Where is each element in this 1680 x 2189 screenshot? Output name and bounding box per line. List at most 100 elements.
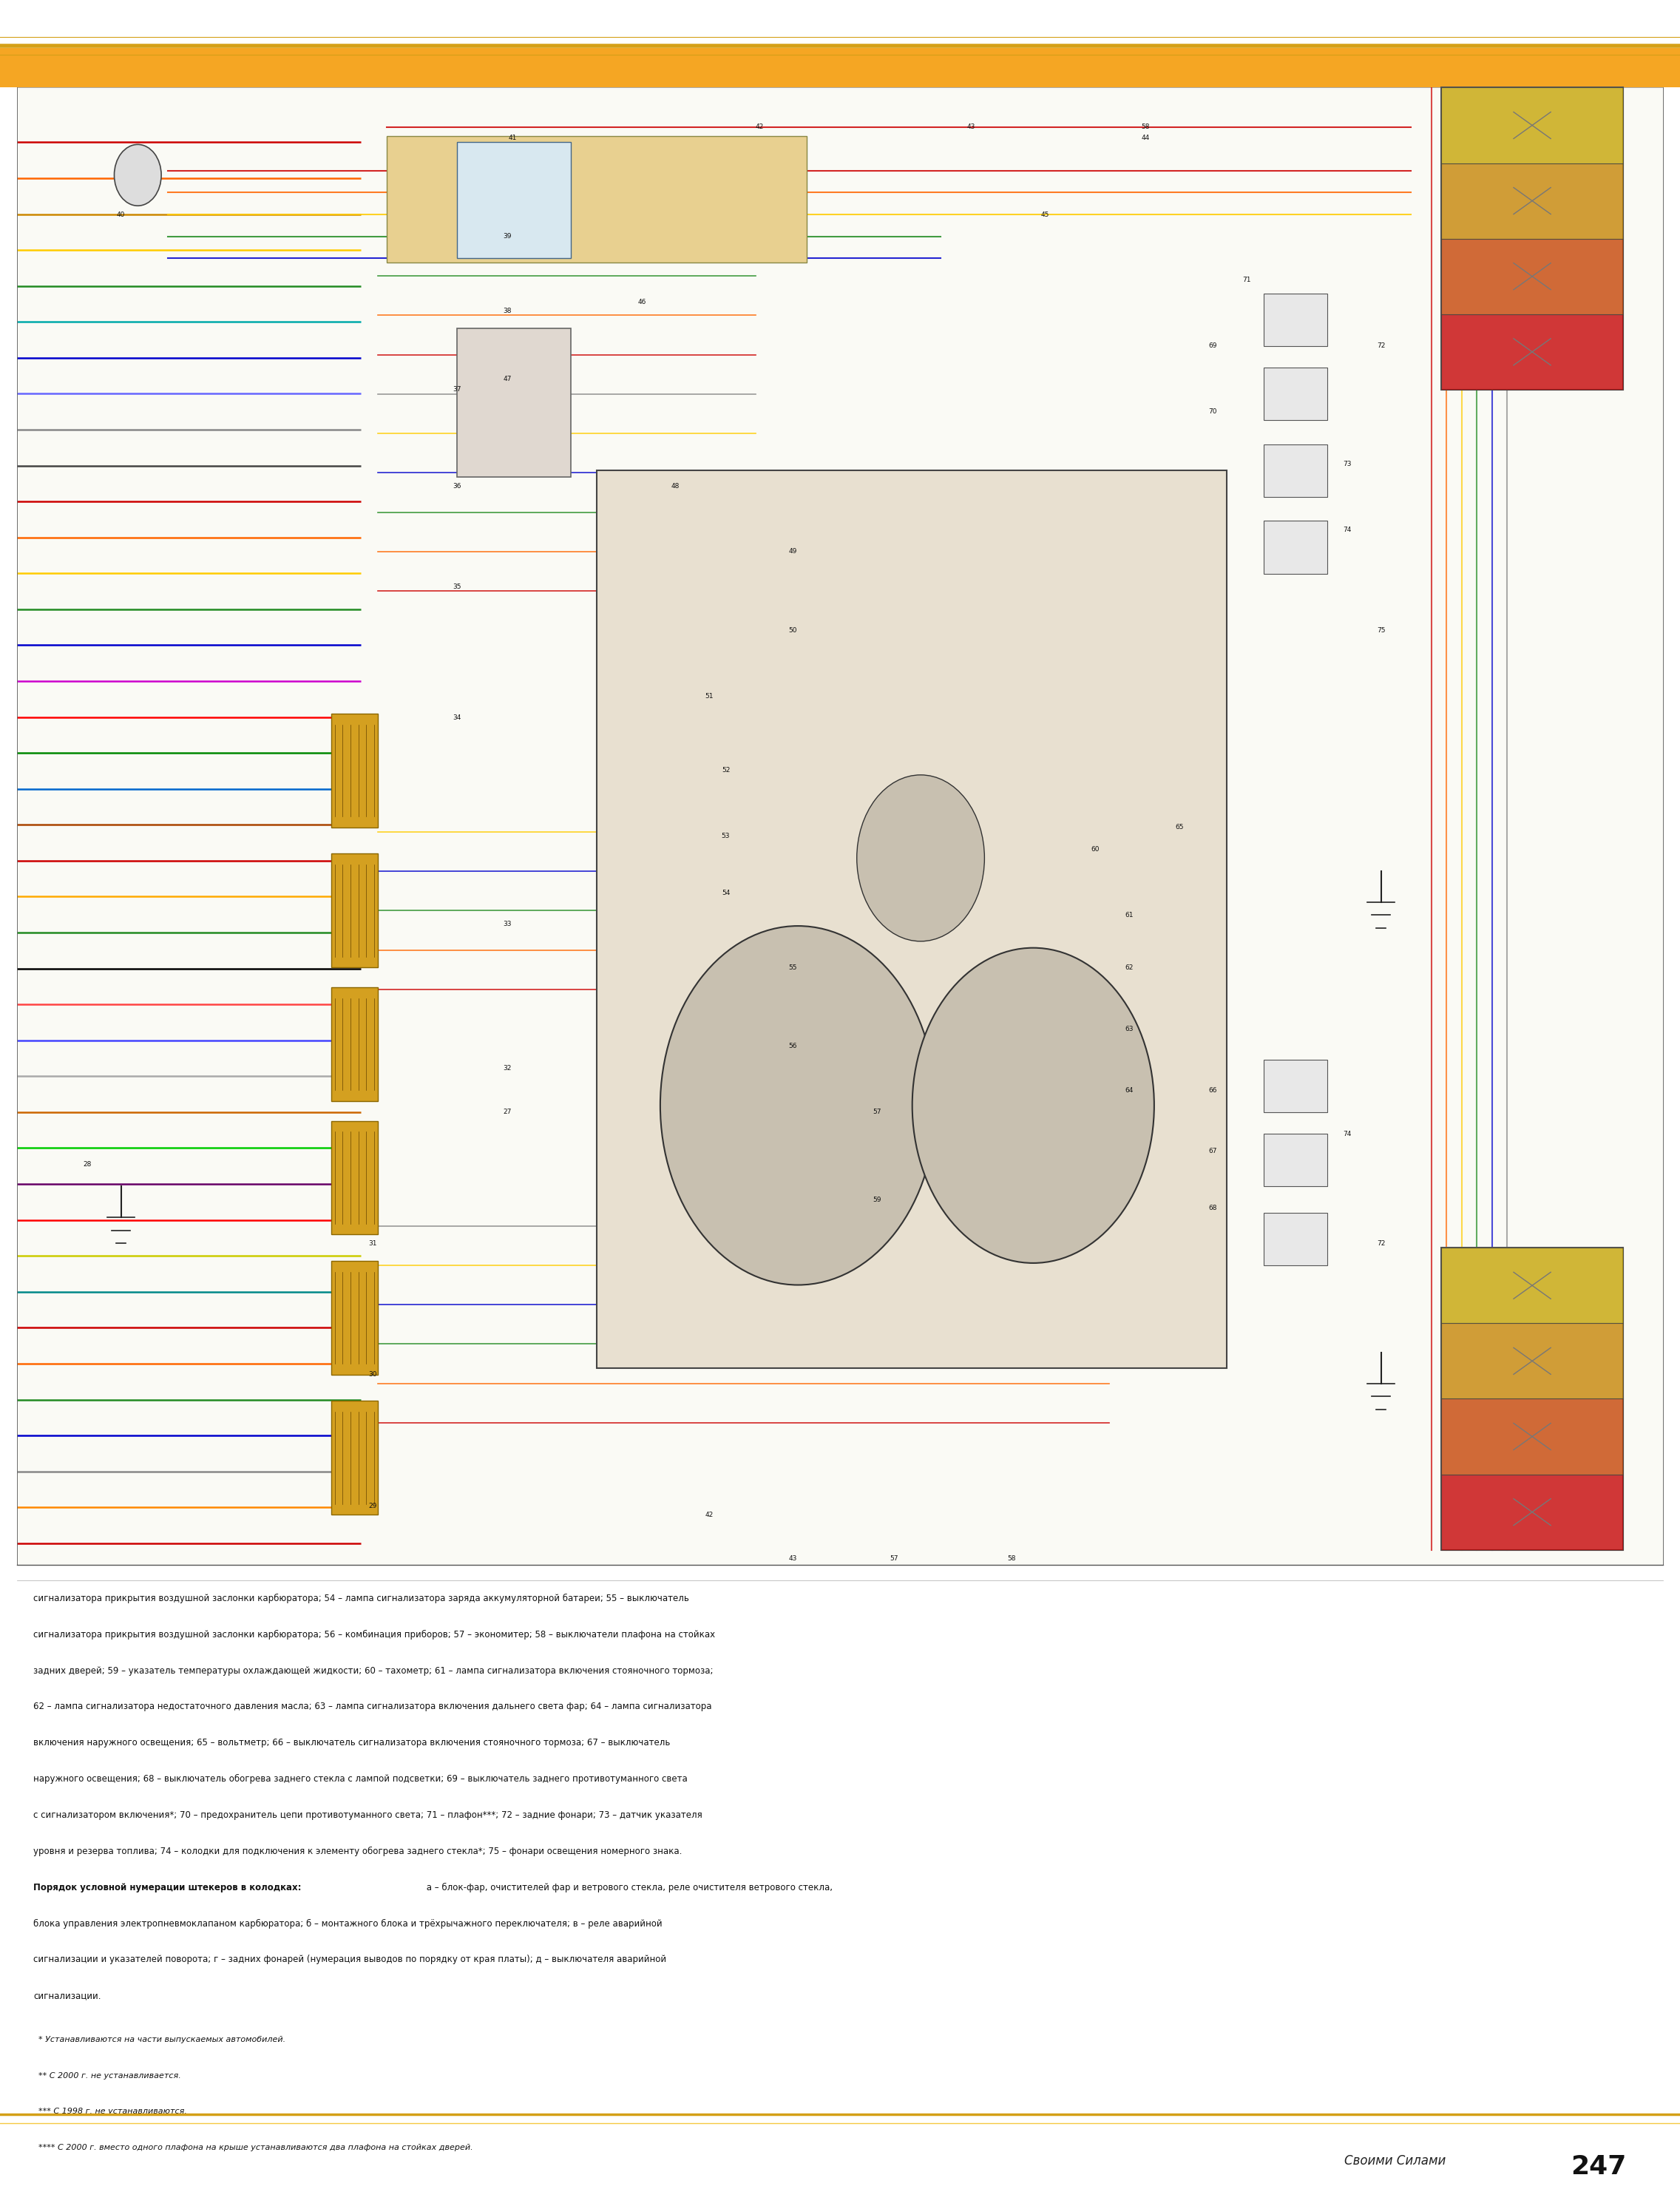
Text: ПРИЛОЖЕНИЯ: ПРИЛОЖЕНИЯ <box>746 57 934 79</box>
Text: 38: 38 <box>502 306 512 315</box>
Text: 71: 71 <box>1242 276 1252 285</box>
Text: а – блок-фар, очистителей фар и ветрового стекла, реле очистителя ветрового стек: а – блок-фар, очистителей фар и ветровог… <box>423 1883 832 1891</box>
Text: 45: 45 <box>1040 210 1050 219</box>
Bar <box>1441 1248 1623 1322</box>
Bar <box>17 88 1663 1565</box>
Bar <box>457 328 571 477</box>
Text: сигнализатора прикрытия воздушной заслонки карбюратора; 54 – лампа сигнализатора: сигнализатора прикрытия воздушной заслон… <box>34 1594 689 1602</box>
Text: 58: 58 <box>1141 123 1151 131</box>
Text: 48: 48 <box>670 482 680 490</box>
Text: 40: 40 <box>116 210 126 219</box>
Bar <box>331 1401 378 1515</box>
Bar <box>1441 88 1623 390</box>
Text: 33: 33 <box>502 919 512 928</box>
Text: 47: 47 <box>502 374 512 383</box>
Text: 27: 27 <box>502 1108 512 1116</box>
Text: 59: 59 <box>872 1195 882 1204</box>
Text: 63: 63 <box>1124 1024 1134 1033</box>
Text: 74: 74 <box>1342 525 1352 534</box>
Text: 69: 69 <box>1208 341 1218 350</box>
Text: 72: 72 <box>1376 1239 1386 1248</box>
Text: Порядок условной нумерации штекеров в колодках:: Порядок условной нумерации штекеров в ко… <box>34 1883 302 1891</box>
Bar <box>331 714 378 827</box>
Text: 56: 56 <box>788 1042 798 1051</box>
Text: 46: 46 <box>637 298 647 306</box>
Text: ** С 2000 г. не устанавливается.: ** С 2000 г. не устанавливается. <box>34 2071 181 2080</box>
Text: сигнализации.: сигнализации. <box>34 1992 101 2001</box>
Circle shape <box>912 948 1154 1263</box>
Text: 58: 58 <box>1006 1554 1016 1563</box>
Text: 37: 37 <box>452 385 462 394</box>
Text: 39: 39 <box>502 232 512 241</box>
Text: задних дверей; 59 – указатель температуры охлаждающей жидкости; 60 – тахометр; 6: задних дверей; 59 – указатель температур… <box>34 1666 714 1675</box>
Text: 75: 75 <box>1376 626 1386 635</box>
Bar <box>331 854 378 968</box>
Circle shape <box>114 144 161 206</box>
Text: 41: 41 <box>507 134 517 142</box>
Text: сигнализации и указателей поворота; г – задних фонарей (нумерация выводов по пор: сигнализации и указателей поворота; г – … <box>34 1955 667 1964</box>
Bar <box>1263 1213 1327 1265</box>
Bar <box>457 142 571 258</box>
Text: 247: 247 <box>1571 2154 1626 2180</box>
Bar <box>331 1261 378 1375</box>
Bar <box>1263 293 1327 346</box>
Text: 68: 68 <box>1208 1204 1218 1213</box>
Text: 44: 44 <box>1142 134 1149 142</box>
Bar <box>1441 1322 1623 1399</box>
Text: 50: 50 <box>788 626 798 635</box>
Text: 65: 65 <box>1174 823 1184 832</box>
Text: 43: 43 <box>966 123 976 131</box>
Text: 34: 34 <box>452 714 462 722</box>
Text: 66: 66 <box>1208 1086 1218 1094</box>
Text: включения наружного освещения; 65 – вольтметр; 66 – выключатель сигнализатора вк: включения наружного освещения; 65 – воль… <box>34 1738 670 1747</box>
Bar <box>1263 1059 1327 1112</box>
Text: 53: 53 <box>721 832 731 841</box>
Text: 73: 73 <box>1342 460 1352 468</box>
Text: 62: 62 <box>1124 963 1134 972</box>
Text: с сигнализатором включения*; 70 – предохранитель цепи противотуманного света; 71: с сигнализатором включения*; 70 – предох… <box>34 1810 702 1819</box>
Bar <box>1441 239 1623 315</box>
Text: уровня и резерва топлива; 74 – колодки для подключения к элементу обогрева задне: уровня и резерва топлива; 74 – колодки д… <box>34 1848 682 1856</box>
Text: 51: 51 <box>704 692 714 700</box>
Bar <box>331 1121 378 1235</box>
Text: 64: 64 <box>1124 1086 1134 1094</box>
Text: 28: 28 <box>82 1160 92 1169</box>
Text: 54: 54 <box>721 889 731 897</box>
Text: Своими Силами: Своими Силами <box>1344 2154 1445 2167</box>
Text: 31: 31 <box>368 1239 378 1248</box>
Bar <box>1263 1134 1327 1186</box>
Text: 36: 36 <box>452 482 462 490</box>
Text: наружного освещения; 68 – выключатель обогрева заднего стекла с лампой подсветки: наружного освещения; 68 – выключатель об… <box>34 1773 687 1784</box>
Bar <box>596 471 1226 1368</box>
Bar <box>1441 88 1623 164</box>
Text: **** С 2000 г. вместо одного плафона на крыше устанавливаются два плафона на сто: **** С 2000 г. вместо одного плафона на … <box>34 2145 474 2152</box>
Text: 61: 61 <box>1124 911 1134 919</box>
Bar <box>1441 164 1623 239</box>
Text: 74: 74 <box>1342 1130 1352 1138</box>
Text: 67: 67 <box>1208 1147 1218 1156</box>
Bar <box>1441 315 1623 390</box>
Text: 57: 57 <box>872 1108 882 1116</box>
Text: 49: 49 <box>788 547 798 556</box>
Bar <box>1441 1399 1623 1475</box>
Bar <box>1263 368 1327 420</box>
Text: *** С 1998 г. не устанавливаются.: *** С 1998 г. не устанавливаются. <box>34 2108 186 2115</box>
Bar <box>1263 444 1327 497</box>
Text: 70: 70 <box>1208 407 1218 416</box>
Text: 29: 29 <box>368 1502 378 1510</box>
Text: 32: 32 <box>502 1064 512 1073</box>
Bar <box>386 136 806 263</box>
Text: 62 – лампа сигнализатора недостаточного давления масла; 63 – лампа сигнализатора: 62 – лампа сигнализатора недостаточного … <box>34 1703 712 1712</box>
Text: 52: 52 <box>721 766 731 775</box>
Text: * Устанавливаются на части выпускаемых автомобилей.: * Устанавливаются на части выпускаемых а… <box>34 2036 286 2042</box>
Bar <box>1263 521 1327 574</box>
Bar <box>1441 1248 1623 1550</box>
Text: сигнализатора прикрытия воздушной заслонки карбюратора; 56 – комбинация приборов: сигнализатора прикрытия воздушной заслон… <box>34 1629 716 1640</box>
Bar <box>0 48 1680 88</box>
Text: 42: 42 <box>756 123 763 131</box>
Text: 72: 72 <box>1376 341 1386 350</box>
Text: 55: 55 <box>788 963 798 972</box>
Circle shape <box>660 926 936 1285</box>
Bar <box>1441 1475 1623 1550</box>
Text: 60: 60 <box>1090 845 1100 854</box>
